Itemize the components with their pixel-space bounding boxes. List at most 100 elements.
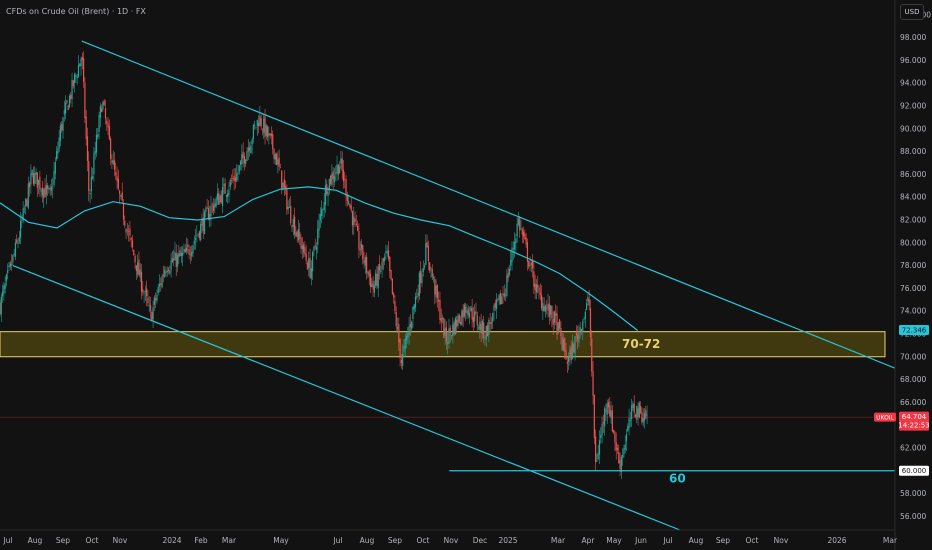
candle [251, 137, 253, 155]
candle [10, 254, 13, 271]
candle [192, 244, 194, 258]
time-axis[interactable]: Jul Aug Sep Oct Nov 2024 Feb Mar May Jul Aug Sep Oct… [2, 536, 898, 545]
candle [27, 176, 29, 210]
candle [484, 335, 486, 346]
candle [287, 200, 289, 215]
candle [53, 161, 55, 188]
candle [525, 233, 527, 248]
candle [125, 227, 127, 240]
candle [417, 284, 419, 303]
candle [382, 257, 384, 271]
candle [194, 229, 197, 250]
x-tick-label: 2025 [498, 536, 517, 545]
candle [573, 341, 575, 353]
candle [207, 200, 210, 221]
candle [456, 315, 458, 334]
candle [539, 283, 541, 301]
candle [113, 152, 116, 177]
candle [321, 200, 323, 224]
candle [411, 320, 413, 333]
candle [156, 289, 158, 304]
candle [254, 120, 256, 130]
candle [180, 246, 182, 264]
svg-text:72.346: 72.346 [902, 327, 927, 335]
candle [489, 313, 491, 333]
candle [134, 254, 136, 269]
candle [13, 249, 15, 258]
candles-layer [0, 51, 648, 480]
candle [501, 293, 503, 305]
candle [506, 269, 508, 298]
candle [214, 198, 216, 214]
candle [144, 285, 146, 302]
candle [638, 401, 640, 419]
candle [303, 241, 305, 258]
x-tick-label: Mar [551, 536, 566, 545]
candle [504, 288, 507, 302]
candle [202, 208, 204, 239]
candle [511, 241, 513, 271]
candle [493, 303, 495, 321]
candle [286, 184, 288, 216]
candle [512, 241, 514, 260]
candle [293, 207, 296, 239]
candle [399, 338, 401, 367]
candle [39, 170, 41, 197]
candle [556, 305, 558, 340]
candle [72, 79, 74, 89]
lower-trend-line[interactable] [12, 265, 681, 531]
candle [337, 164, 339, 180]
candle [363, 251, 365, 269]
candle [389, 256, 391, 279]
candle [629, 411, 631, 428]
candle [142, 280, 144, 296]
candle [393, 291, 395, 304]
candle [198, 230, 200, 241]
candle [436, 284, 438, 308]
candle [615, 432, 617, 460]
candle [137, 254, 139, 278]
candle [640, 401, 642, 415]
candle [373, 280, 375, 298]
candle [178, 244, 180, 265]
candle [628, 408, 630, 436]
candle [607, 398, 610, 414]
candle [300, 234, 302, 254]
ma-value-badge: 72.346 [899, 325, 929, 336]
candle [228, 182, 230, 203]
x-tick-label: Sep [388, 536, 402, 545]
candle [165, 266, 167, 278]
moving-average-line[interactable] [0, 186, 639, 331]
candle [295, 225, 297, 238]
candle [369, 269, 372, 293]
candle [570, 340, 572, 364]
x-tick-label: Jun [634, 536, 647, 545]
candle [319, 207, 321, 228]
candle [50, 179, 53, 196]
candle [360, 239, 363, 255]
candle [418, 270, 420, 300]
candle [291, 224, 293, 233]
candle [335, 165, 337, 181]
candle [106, 117, 108, 131]
candle [160, 277, 162, 292]
candle [30, 164, 32, 194]
resistance-zone[interactable] [0, 331, 886, 358]
candle [243, 152, 246, 171]
candle [402, 344, 404, 370]
candle [218, 188, 220, 205]
upper-trend-line[interactable] [81, 40, 896, 369]
candle [571, 334, 574, 360]
candle [18, 230, 20, 245]
candle [46, 182, 49, 197]
candle [422, 260, 424, 277]
candle [609, 396, 611, 417]
currency-button[interactable]: USD [900, 4, 924, 20]
candle [164, 266, 166, 278]
candle [255, 127, 257, 130]
candle [174, 241, 176, 261]
candle [12, 254, 14, 266]
candle [65, 95, 67, 120]
candle [448, 318, 450, 349]
